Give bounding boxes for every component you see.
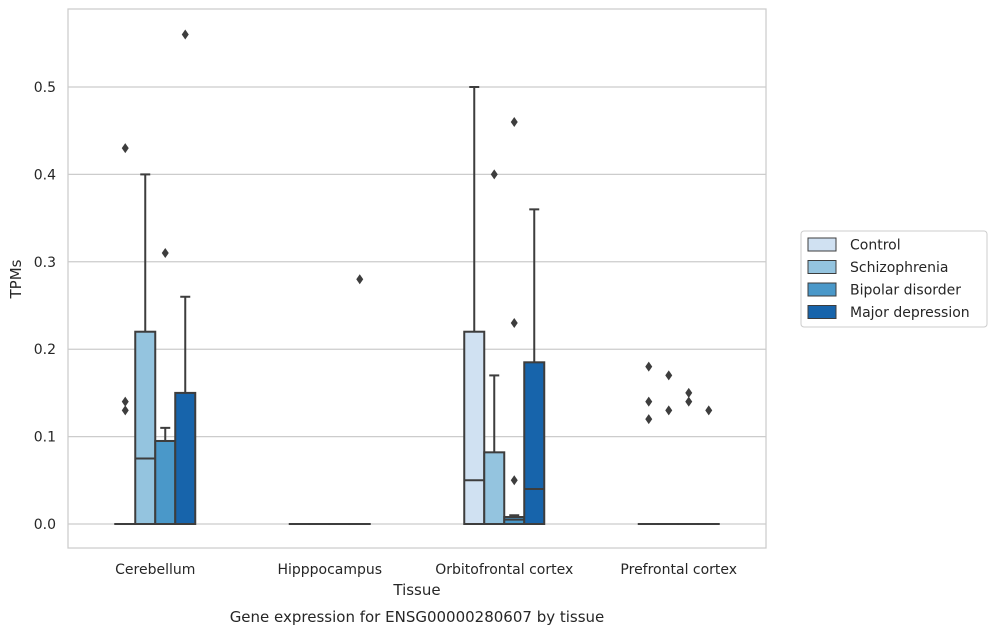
- y-tick-label: 0.2: [34, 342, 56, 358]
- box-2-1: [483, 169, 506, 525]
- y-tick-label: 0.5: [34, 80, 56, 96]
- outlier-point: [490, 169, 498, 180]
- box-0-3: [174, 29, 197, 525]
- box-body: [483, 451, 506, 525]
- box-0-1: [134, 173, 157, 525]
- box-0-0: [114, 143, 137, 526]
- legend-label: Bipolar disorder: [850, 283, 961, 299]
- outlier-point: [645, 414, 653, 425]
- box-body: [154, 439, 177, 525]
- box-3-0: [637, 361, 660, 526]
- legend-swatch: [807, 237, 837, 252]
- outlier-point: [665, 405, 673, 416]
- legend-label: Control: [850, 238, 901, 254]
- y-tick-label: 0.0: [34, 517, 56, 533]
- box-body: [463, 330, 486, 525]
- legend: Control Schizophrenia Bipolar disorder Majo…: [800, 230, 988, 328]
- outlier-point: [705, 405, 713, 416]
- x-tick-label: Cerebellum: [115, 562, 195, 578]
- legend-swatch: [807, 305, 837, 319]
- box-3-3: [697, 405, 720, 526]
- box-1-3: [348, 274, 371, 526]
- y-tick-label: 0.3: [34, 255, 56, 271]
- x-tick-label: Hipppocampus: [277, 562, 382, 578]
- box-2-3: [523, 208, 546, 525]
- legend-swatch: [807, 260, 837, 274]
- box-body: [134, 330, 157, 525]
- y-axis-label: TPMs: [7, 259, 25, 299]
- outlier-point: [510, 317, 518, 328]
- box-groups: [114, 29, 720, 526]
- outlier-point: [685, 396, 693, 407]
- box-body: [523, 361, 546, 525]
- legend-label: Major depression: [850, 305, 970, 321]
- plot-area-frame: [67, 8, 767, 549]
- box-2-2: [503, 116, 526, 525]
- box-body: [174, 391, 197, 525]
- outlier-point: [121, 396, 129, 407]
- outlier-point: [121, 143, 129, 154]
- y-tick-label: 0.1: [34, 430, 56, 446]
- legend-frame: [800, 230, 988, 328]
- outlier-point: [685, 387, 693, 398]
- outlier-point: [645, 396, 653, 407]
- outlier-point: [510, 475, 518, 486]
- y-axis-ticks: 0.0 0.1 0.2 0.3 0.4 0.5: [34, 80, 56, 533]
- outlier-point: [181, 29, 189, 40]
- outlier-point: [161, 248, 169, 259]
- x-tick-label: Orbitofrontal cortex: [435, 562, 573, 578]
- box-2-0: [463, 86, 486, 525]
- figure-caption: Gene expression for ENSG00000280607 by t…: [230, 608, 605, 626]
- legend-label: Schizophrenia: [850, 260, 948, 276]
- outlier-point: [645, 361, 653, 372]
- outlier-point: [665, 370, 673, 381]
- outlier-point: [121, 405, 129, 416]
- y-tick-label: 0.4: [34, 167, 56, 183]
- outlier-point: [356, 274, 364, 285]
- x-axis-ticks: Cerebellum Hipppocampus Orbitofrontal cort…: [115, 562, 737, 578]
- x-tick-label: Prefrontal cortex: [620, 562, 737, 578]
- x-axis-label: Tissue: [392, 581, 440, 599]
- legend-swatch: [807, 282, 837, 297]
- outlier-point: [510, 116, 518, 127]
